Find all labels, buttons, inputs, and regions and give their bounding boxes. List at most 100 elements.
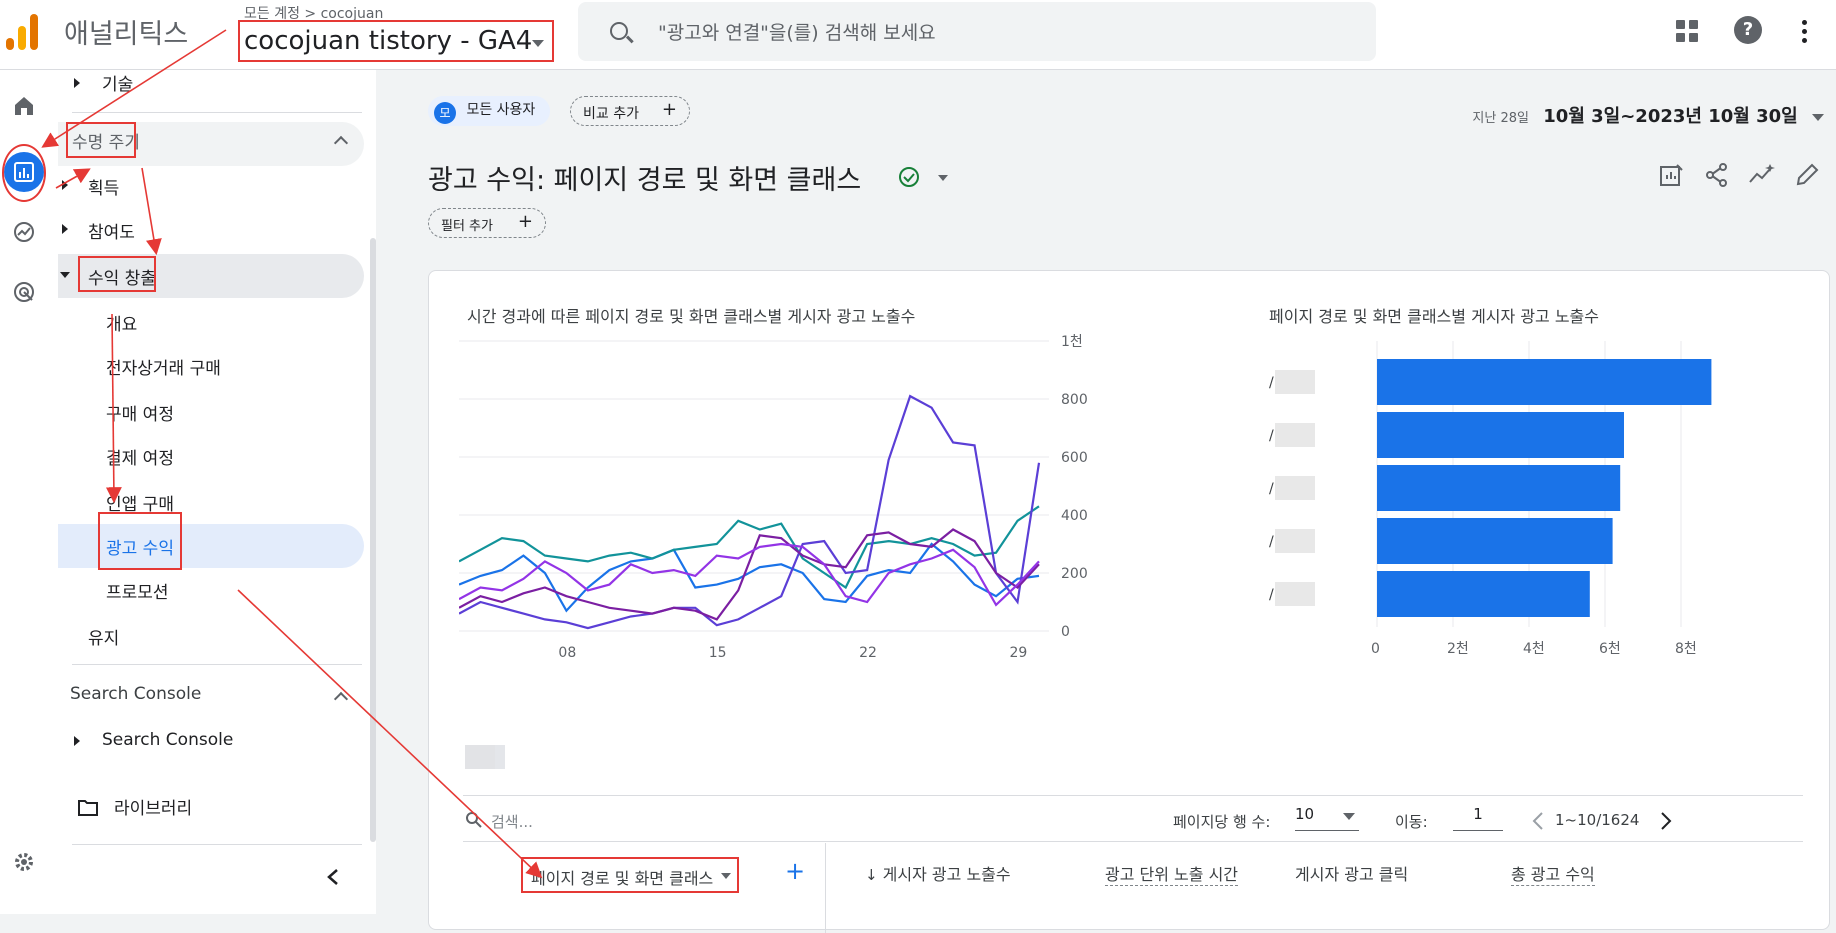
x-tick-label: 6천: [1599, 641, 1621, 657]
chevron-down-icon: [938, 175, 948, 181]
sidebar-section-search-console[interactable]: Search Console: [70, 684, 202, 704]
property-selector[interactable]: cocojuan tistory - GA4: [238, 20, 554, 62]
annotation-box-monetization: [78, 256, 156, 292]
add-filter-button[interactable]: 필터 추가 +: [428, 208, 546, 238]
series-line-4[interactable]: [459, 528, 1040, 621]
report-status-button[interactable]: [890, 160, 964, 194]
bar-3[interactable]: [1377, 465, 1621, 511]
next-page-icon[interactable]: [1659, 811, 1673, 831]
sidebar-item-purchase-journey[interactable]: 구매 여정: [106, 405, 174, 425]
x-tick-label: 4천: [1523, 641, 1545, 657]
sidebar-item-ad-revenue-bg[interactable]: [58, 524, 364, 568]
page-title: 광고 수익: 페이지 경로 및 화면 클래스: [428, 165, 862, 196]
sidebar-item-engagement[interactable]: 참여도: [88, 223, 135, 243]
series-line-1[interactable]: [459, 542, 1040, 613]
goto-label: 이동:: [1395, 813, 1428, 831]
search-bar[interactable]: "광고와 연결"을(를) 검색해 보세요: [578, 2, 1376, 61]
redacted-label: [1275, 476, 1315, 500]
y-tick-label: 400: [1061, 508, 1088, 524]
rows-per-page-select[interactable]: 10: [1295, 805, 1359, 831]
sidebar-item-ecommerce[interactable]: 전자상거래 구매: [106, 359, 221, 379]
expand-icon: [62, 180, 68, 190]
settings-icon[interactable]: [4, 842, 44, 882]
search-icon: [466, 812, 482, 828]
segment-avatar: 모: [434, 102, 456, 124]
sidebar-item-ad-revenue[interactable]: 광고 수익: [106, 539, 174, 559]
check-circle-icon: [899, 167, 919, 187]
x-tick-label: 0: [1371, 641, 1380, 657]
bar-1[interactable]: [1377, 359, 1712, 405]
column-impressions[interactable]: ↓ 게시자 광고 노출수: [865, 861, 1011, 885]
sidebar-item-search-console[interactable]: Search Console: [102, 730, 234, 750]
series-line-2[interactable]: [459, 505, 1040, 590]
bar-category-label: /: [1269, 481, 1274, 497]
expand-icon: [74, 78, 80, 88]
sidebar-item-overview[interactable]: 개요: [106, 315, 138, 335]
column-exposure-time[interactable]: 광고 단위 노출 시간: [1105, 861, 1239, 886]
chevron-up-icon[interactable]: [333, 691, 349, 707]
series-line-5[interactable]: [459, 542, 1040, 607]
advertising-icon[interactable]: [4, 272, 44, 312]
folder-icon: [78, 800, 98, 816]
bar-4[interactable]: [1377, 518, 1613, 564]
plus-icon: +: [661, 99, 677, 120]
segment-label: 모든 사용자: [466, 102, 536, 118]
sidebar-item-library[interactable]: 라이브러리: [114, 799, 193, 819]
goto-input[interactable]: 1: [1453, 805, 1503, 831]
page-range: 1~10/1624: [1555, 811, 1640, 829]
home-icon[interactable]: [4, 86, 44, 126]
edit-icon[interactable]: [1794, 162, 1820, 188]
analytics-logo[interactable]: [6, 14, 40, 50]
column-clicks[interactable]: 게시자 광고 클릭: [1295, 865, 1409, 884]
x-tick-label: 15: [709, 645, 727, 661]
customize-report-icon[interactable]: [1658, 162, 1684, 188]
y-tick-label: 1천: [1061, 334, 1083, 350]
share-icon[interactable]: [1704, 162, 1730, 188]
nav-rail: [0, 70, 48, 914]
sidebar-item-promotion[interactable]: 프로모션: [106, 583, 169, 603]
add-comparison-button[interactable]: 비교 추가 +: [570, 96, 690, 126]
line-chart-label: 시간 경과에 따른 페이지 경로 및 화면 클래스별 게시자 광고 노출수: [467, 307, 916, 326]
dimension-select[interactable]: 페이지 경로 및 화면 클래스: [521, 857, 739, 893]
sidebar-item-checkout-journey[interactable]: 결제 여정: [106, 449, 174, 469]
add-dimension-button[interactable]: +: [785, 857, 806, 885]
rows-per-page-value: 10: [1295, 805, 1315, 823]
apps-grid-icon[interactable]: [1676, 20, 1698, 42]
chart-legend[interactable]: [465, 745, 765, 771]
annotation-circle: [2, 144, 46, 202]
explore-icon[interactable]: [4, 212, 44, 252]
segment-chip[interactable]: 모 모든 사용자: [428, 96, 550, 126]
search-input[interactable]: "광고와 연결"을(를) 검색해 보세요: [658, 22, 936, 44]
bar-5[interactable]: [1377, 571, 1590, 617]
sidebar-item-monetization[interactable]: 수익 창출: [88, 269, 156, 289]
report-card: 시간 경과에 따른 페이지 경로 및 화면 클래스별 게시자 광고 노출수 페이…: [428, 270, 1830, 933]
insights-icon[interactable]: [1748, 162, 1776, 188]
column-revenue[interactable]: 총 광고 수익: [1511, 861, 1595, 886]
chevron-down-icon: [1343, 813, 1355, 820]
help-icon[interactable]: ?: [1734, 16, 1762, 44]
sidebar-item-acquisition[interactable]: 획득: [88, 179, 120, 199]
bar-chart[interactable]: 02천4천6천8천1만/////: [1269, 331, 1719, 671]
series-line-3[interactable]: [459, 394, 1041, 630]
line-chart[interactable]: 1천80060040020000815222910월: [459, 331, 1089, 661]
sidebar-item-tech[interactable]: 기술: [102, 75, 134, 95]
x-tick-label: 8천: [1675, 641, 1697, 657]
breadcrumb[interactable]: 모든 계정 > cocojuan: [244, 6, 384, 22]
sidebar-scrollbar[interactable]: [370, 238, 376, 842]
sidebar-item-retention[interactable]: 유지: [88, 629, 120, 649]
chevron-down-icon: [1812, 113, 1824, 121]
sidebar-item-inapp[interactable]: 인앱 구매: [106, 495, 174, 515]
bar-category-label: /: [1269, 534, 1274, 550]
more-vert-icon[interactable]: [1802, 20, 1808, 44]
prev-page-icon[interactable]: [1531, 811, 1545, 831]
property-name: cocojuan tistory - GA4: [244, 26, 533, 56]
date-range-picker[interactable]: 지난 28일 10월 3일~2023년 10월 30일: [1472, 102, 1824, 128]
collapse-sidebar-icon[interactable]: [326, 868, 340, 886]
search-icon: [610, 22, 628, 40]
redacted-label: [1275, 423, 1315, 447]
add-filter-label: 필터 추가: [441, 219, 493, 234]
table-search-input[interactable]: 검색...: [491, 813, 533, 831]
chevron-down-icon: [532, 40, 544, 47]
add-comparison-label: 비교 추가: [583, 106, 639, 122]
bar-2[interactable]: [1377, 412, 1624, 458]
